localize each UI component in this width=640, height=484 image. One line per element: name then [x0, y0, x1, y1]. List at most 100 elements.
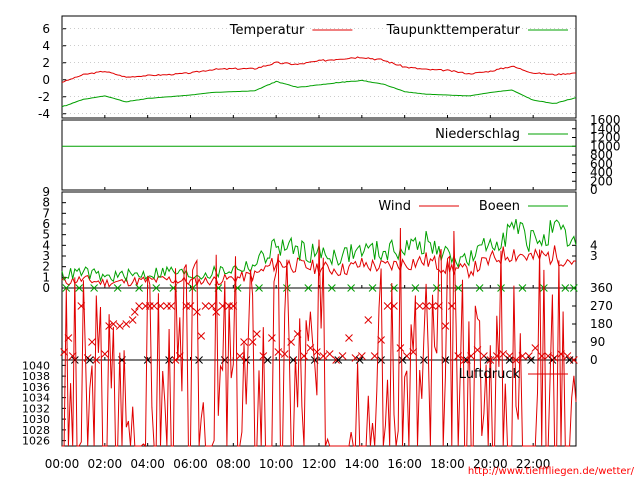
- point-stroke: [85, 356, 94, 364]
- wind-direction-point: [122, 320, 131, 328]
- point-stroke: [283, 284, 291, 292]
- wind-direction-point: [383, 302, 392, 310]
- point-stroke: [383, 302, 392, 310]
- wind-direction-point: [396, 344, 405, 352]
- wind-direction-point: [420, 356, 428, 364]
- wind-direction-point: [150, 302, 158, 310]
- point-stroke: [88, 338, 96, 346]
- series-taupunkttemperatur: [61, 79, 577, 108]
- wind-direction-point: [248, 338, 257, 346]
- point-stroke: [130, 308, 139, 316]
- legend-label: Temperatur: [229, 23, 305, 38]
- wind-direction-point: [345, 334, 353, 342]
- point-stroke: [454, 284, 463, 292]
- y-tick-label: 2: [42, 56, 50, 70]
- wind-direction-point: [565, 356, 574, 364]
- wind-direction-point: [274, 348, 283, 356]
- wind-direction-point: [537, 352, 546, 360]
- point-stroke: [475, 284, 484, 292]
- wind-direction-point: [100, 350, 109, 358]
- point-stroke: [304, 284, 313, 292]
- point-stroke: [62, 284, 71, 292]
- y-tick-label-right: 1400: [590, 122, 621, 136]
- point-stroke: [167, 302, 176, 310]
- y-tick-label-right: 3: [590, 249, 598, 263]
- wind-direction-point: [300, 352, 308, 360]
- point-stroke: [525, 352, 533, 360]
- wind-direction-point: [115, 322, 124, 330]
- point-stroke: [345, 334, 353, 342]
- wind-direction-point: [130, 308, 139, 316]
- series-temperatur: [61, 56, 576, 83]
- x-tick-label: 06:00: [173, 457, 208, 471]
- x-tick-label: 22:00: [516, 457, 551, 471]
- wind-direction-point: [563, 352, 572, 360]
- y-tick-label: 1038: [22, 370, 50, 383]
- y-tick-label: 1026: [22, 435, 50, 448]
- x-tick-label: 10:00: [259, 457, 294, 471]
- wind-direction-point: [415, 302, 424, 310]
- point-stroke: [325, 350, 334, 358]
- wind-direction-point: [197, 332, 206, 340]
- point-stroke: [377, 356, 385, 364]
- x-tick-label: 18:00: [430, 457, 465, 471]
- wind-direction-point: [460, 356, 469, 364]
- wind-direction-point: [268, 334, 276, 342]
- wind-direction-point: [85, 356, 94, 364]
- x-tick-label: 04:00: [130, 457, 165, 471]
- y-tick-label: 4: [42, 39, 50, 53]
- wind-direction-point: [88, 338, 96, 346]
- point-stroke: [212, 308, 221, 316]
- y-tick-label: -2: [38, 90, 50, 104]
- wind-direction-point: [411, 284, 420, 292]
- legend-label: Luftdruck: [459, 367, 521, 382]
- legend-label: Taupunkttemperatur: [386, 23, 521, 38]
- wind-direction-point: [454, 284, 463, 292]
- wind-direction-point: [167, 302, 176, 310]
- y-tick-label: 0: [42, 73, 50, 87]
- wind-direction-point: [357, 352, 366, 360]
- wind-direction-point: [351, 354, 360, 362]
- y-tick-label: 5: [42, 228, 50, 242]
- point-stroke: [109, 320, 118, 328]
- point-stroke: [128, 316, 137, 324]
- point-stroke: [248, 338, 257, 346]
- point-stroke: [186, 302, 195, 310]
- wind-direction-point: [347, 284, 355, 292]
- point-stroke: [253, 330, 261, 338]
- wind-direction-point: [512, 356, 520, 364]
- wind-direction-point: [332, 356, 340, 364]
- point-stroke: [347, 284, 355, 292]
- point-stroke: [368, 284, 377, 292]
- point-stroke: [531, 344, 540, 352]
- wind-direction-point: [165, 356, 173, 364]
- credit-url[interactable]: http://www.tiefffliegen.de/wetter/: [468, 466, 635, 477]
- wind-direction-point: [313, 348, 321, 356]
- point-stroke: [334, 356, 343, 364]
- y-tick-label-right: 4: [590, 238, 598, 252]
- x-tick-label: 16:00: [387, 457, 422, 471]
- y-tick-label-right: 270: [590, 299, 613, 313]
- wind-direction-point: [422, 302, 430, 310]
- point-stroke: [75, 284, 83, 292]
- point-stroke: [115, 322, 124, 330]
- wind-direction-point: [235, 352, 244, 360]
- wind-direction-point: [441, 322, 450, 330]
- y-tick-label-right: 90: [590, 335, 605, 349]
- wind-direction-point: [193, 308, 201, 316]
- y-tick-label-right: 360: [590, 281, 613, 295]
- wind-direction-point: [505, 356, 514, 364]
- wind-direction-point: [327, 284, 336, 292]
- legend-label: Wind: [378, 199, 411, 214]
- point-stroke: [235, 352, 244, 360]
- point-stroke: [332, 356, 340, 364]
- wind-direction-point: [364, 316, 373, 324]
- legend-label: Boeen: [479, 199, 520, 214]
- wind-direction-point: [135, 284, 143, 292]
- point-stroke: [100, 350, 109, 358]
- wind-direction-point: [283, 284, 291, 292]
- point-stroke: [263, 356, 272, 364]
- wind-direction-point: [505, 352, 514, 360]
- y-tick-label: 1040: [22, 359, 50, 372]
